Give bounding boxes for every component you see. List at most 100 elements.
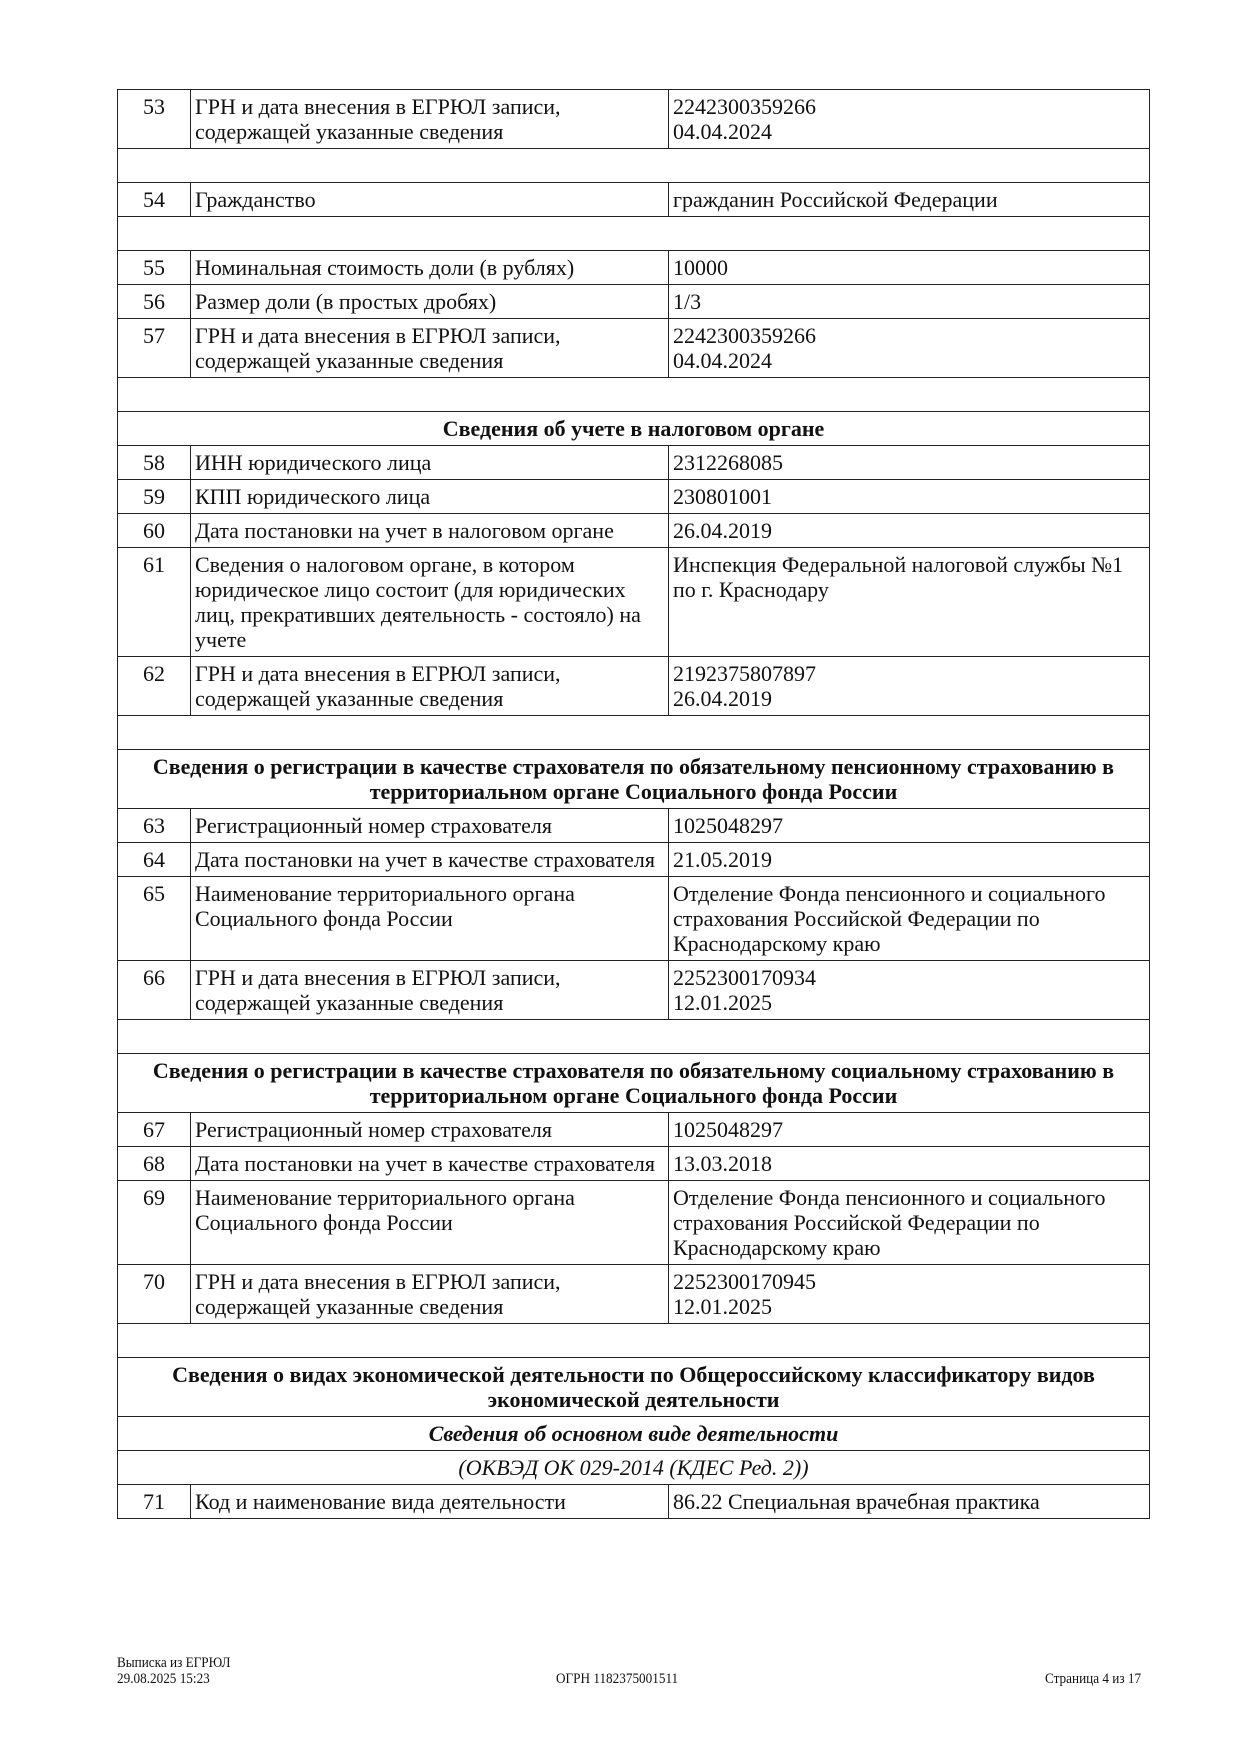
row-value: 1/3: [668, 284, 1150, 319]
table-row: 63 Регистрационный номер страхователя 1025…: [117, 808, 1150, 843]
row-value: 2312268085: [668, 445, 1150, 480]
table-row: 68 Дата постановки на учет в качестве стр…: [117, 1146, 1150, 1181]
table-row: 59 КПП юридического лица 230801001: [117, 479, 1150, 514]
row-number: 67: [117, 1112, 191, 1147]
footer-page-number: Страница 4 из 17: [1045, 1671, 1142, 1687]
row-label: ГРН и дата внесения в ЕГРЮЛ записи, соде…: [190, 960, 669, 1020]
row-number: 54: [117, 182, 191, 217]
section-title: Сведения об учете в налоговом органе: [117, 411, 1150, 446]
row-number: 58: [117, 445, 191, 480]
table-row: 53 ГРН и дата внесения в ЕГРЮЛ записи, со…: [117, 89, 1150, 149]
row-number: 56: [117, 284, 191, 319]
row-number: 64: [117, 842, 191, 877]
row-value: гражданин Российской Федерации: [668, 182, 1150, 217]
row-value: 2252300170945 12.01.2025: [668, 1264, 1150, 1324]
egrul-table: 53 ГРН и дата внесения в ЕГРЮЛ записи, со…: [117, 89, 1150, 1519]
row-value: Отделение Фонда пенсионного и социальног…: [668, 1180, 1150, 1265]
row-label: Наименование территориального органа Соц…: [190, 876, 669, 961]
blank-row: [117, 216, 1150, 251]
row-label: Дата постановки на учет в налоговом орга…: [190, 513, 669, 548]
row-number: 69: [117, 1180, 191, 1265]
section-title: Сведения о регистрации в качестве страхо…: [117, 1053, 1150, 1113]
row-number: 61: [117, 547, 191, 657]
footer-doc-title: Выписка из ЕГРЮЛ: [117, 1655, 231, 1671]
table-row: 61 Сведения о налоговом органе, в котором…: [117, 547, 1150, 657]
row-value: 13.03.2018: [668, 1146, 1150, 1181]
row-number: 59: [117, 479, 191, 514]
row-label: Код и наименование вида деятельности: [190, 1484, 669, 1519]
blank-row: [117, 1019, 1150, 1054]
row-value: 86.22 Специальная врачебная практика: [668, 1484, 1150, 1519]
row-value: 230801001: [668, 479, 1150, 514]
table-row: 66 ГРН и дата внесения в ЕГРЮЛ записи, со…: [117, 960, 1150, 1020]
table-row: 69 Наименование территориального органа С…: [117, 1180, 1150, 1265]
footer-left: Выписка из ЕГРЮЛ 29.08.2025 15:23: [117, 1655, 231, 1687]
row-number: 60: [117, 513, 191, 548]
row-number: 55: [117, 250, 191, 285]
row-label: Дата постановки на учет в качестве страх…: [190, 1146, 669, 1181]
blank-row: [117, 1323, 1150, 1358]
row-value: 10000: [668, 250, 1150, 285]
row-value: Инспекция Федеральной налоговой службы №…: [668, 547, 1150, 657]
table-row: 67 Регистрационный номер страхователя 1025…: [117, 1112, 1150, 1147]
footer-ogrn: ОГРН 1182375001511: [556, 1671, 679, 1687]
row-value: 26.04.2019: [668, 513, 1150, 548]
row-label: Номинальная стоимость доли (в рублях): [190, 250, 669, 285]
row-label: ГРН и дата внесения в ЕГРЮЛ записи, соде…: [190, 89, 669, 149]
row-label: Сведения о налоговом органе, в котором ю…: [190, 547, 669, 657]
blank-row: [117, 377, 1150, 412]
row-number: 66: [117, 960, 191, 1020]
section-header-row: Сведения о видах экономической деятельно…: [117, 1357, 1150, 1417]
table-row: 57 ГРН и дата внесения в ЕГРЮЛ записи, со…: [117, 318, 1150, 378]
table-row: 54 Гражданство гражданин Российской Федера…: [117, 182, 1150, 217]
blank-cell: [117, 1019, 1150, 1054]
row-value: 2252300170934 12.01.2025: [668, 960, 1150, 1020]
blank-row: [117, 715, 1150, 750]
subsection-header-row: (ОКВЭД ОК 029-2014 (КДЕС Ред. 2)): [117, 1450, 1150, 1485]
blank-cell: [117, 148, 1150, 183]
row-value: 2242300359266 04.04.2024: [668, 89, 1150, 149]
row-label: Регистрационный номер страхователя: [190, 1112, 669, 1147]
row-label: Наименование территориального органа Соц…: [190, 1180, 669, 1265]
table-row: 62 ГРН и дата внесения в ЕГРЮЛ записи, со…: [117, 656, 1150, 716]
table-row: 56 Размер доли (в простых дробях) 1/3: [117, 284, 1150, 319]
table-row: 65 Наименование территориального органа С…: [117, 876, 1150, 961]
table-row: 71 Код и наименование вида деятельности 86…: [117, 1484, 1150, 1519]
row-label: Гражданство: [190, 182, 669, 217]
row-value: 21.05.2019: [668, 842, 1150, 877]
blank-cell: [117, 1323, 1150, 1358]
row-value: 1025048297: [668, 808, 1150, 843]
table-row: 55 Номинальная стоимость доли (в рублях) 1…: [117, 250, 1150, 285]
row-number: 63: [117, 808, 191, 843]
row-number: 57: [117, 318, 191, 378]
row-label: ГРН и дата внесения в ЕГРЮЛ записи, соде…: [190, 656, 669, 716]
section-title: Сведения об основном виде деятельности: [117, 1416, 1150, 1451]
row-label: Регистрационный номер страхователя: [190, 808, 669, 843]
row-number: 68: [117, 1146, 191, 1181]
blank-row: [117, 148, 1150, 183]
section-header-row: Сведения о регистрации в качестве страхо…: [117, 749, 1150, 809]
blank-cell: [117, 715, 1150, 750]
section-title: (ОКВЭД ОК 029-2014 (КДЕС Ред. 2)): [117, 1450, 1150, 1485]
table-row: 60 Дата постановки на учет в налоговом ор…: [117, 513, 1150, 548]
row-label: Размер доли (в простых дробях): [190, 284, 669, 319]
blank-cell: [117, 216, 1150, 251]
row-value: 1025048297: [668, 1112, 1150, 1147]
row-label: КПП юридического лица: [190, 479, 669, 514]
row-number: 71: [117, 1484, 191, 1519]
section-title: Сведения о видах экономической деятельно…: [117, 1357, 1150, 1417]
subsection-header-row: Сведения об основном виде деятельности: [117, 1416, 1150, 1451]
row-value: 2192375807897 26.04.2019: [668, 656, 1150, 716]
blank-cell: [117, 377, 1150, 412]
table-row: 64 Дата постановки на учет в качестве стр…: [117, 842, 1150, 877]
row-label: ИНН юридического лица: [190, 445, 669, 480]
table-row: 58 ИНН юридического лица 2312268085: [117, 445, 1150, 480]
section-header-row: Сведения об учете в налоговом органе: [117, 411, 1150, 446]
row-value: 2242300359266 04.04.2024: [668, 318, 1150, 378]
row-number: 65: [117, 876, 191, 961]
row-number: 62: [117, 656, 191, 716]
row-label: Дата постановки на учет в качестве страх…: [190, 842, 669, 877]
row-number: 70: [117, 1264, 191, 1324]
row-label: ГРН и дата внесения в ЕГРЮЛ записи, соде…: [190, 318, 669, 378]
section-title: Сведения о регистрации в качестве страхо…: [117, 749, 1150, 809]
